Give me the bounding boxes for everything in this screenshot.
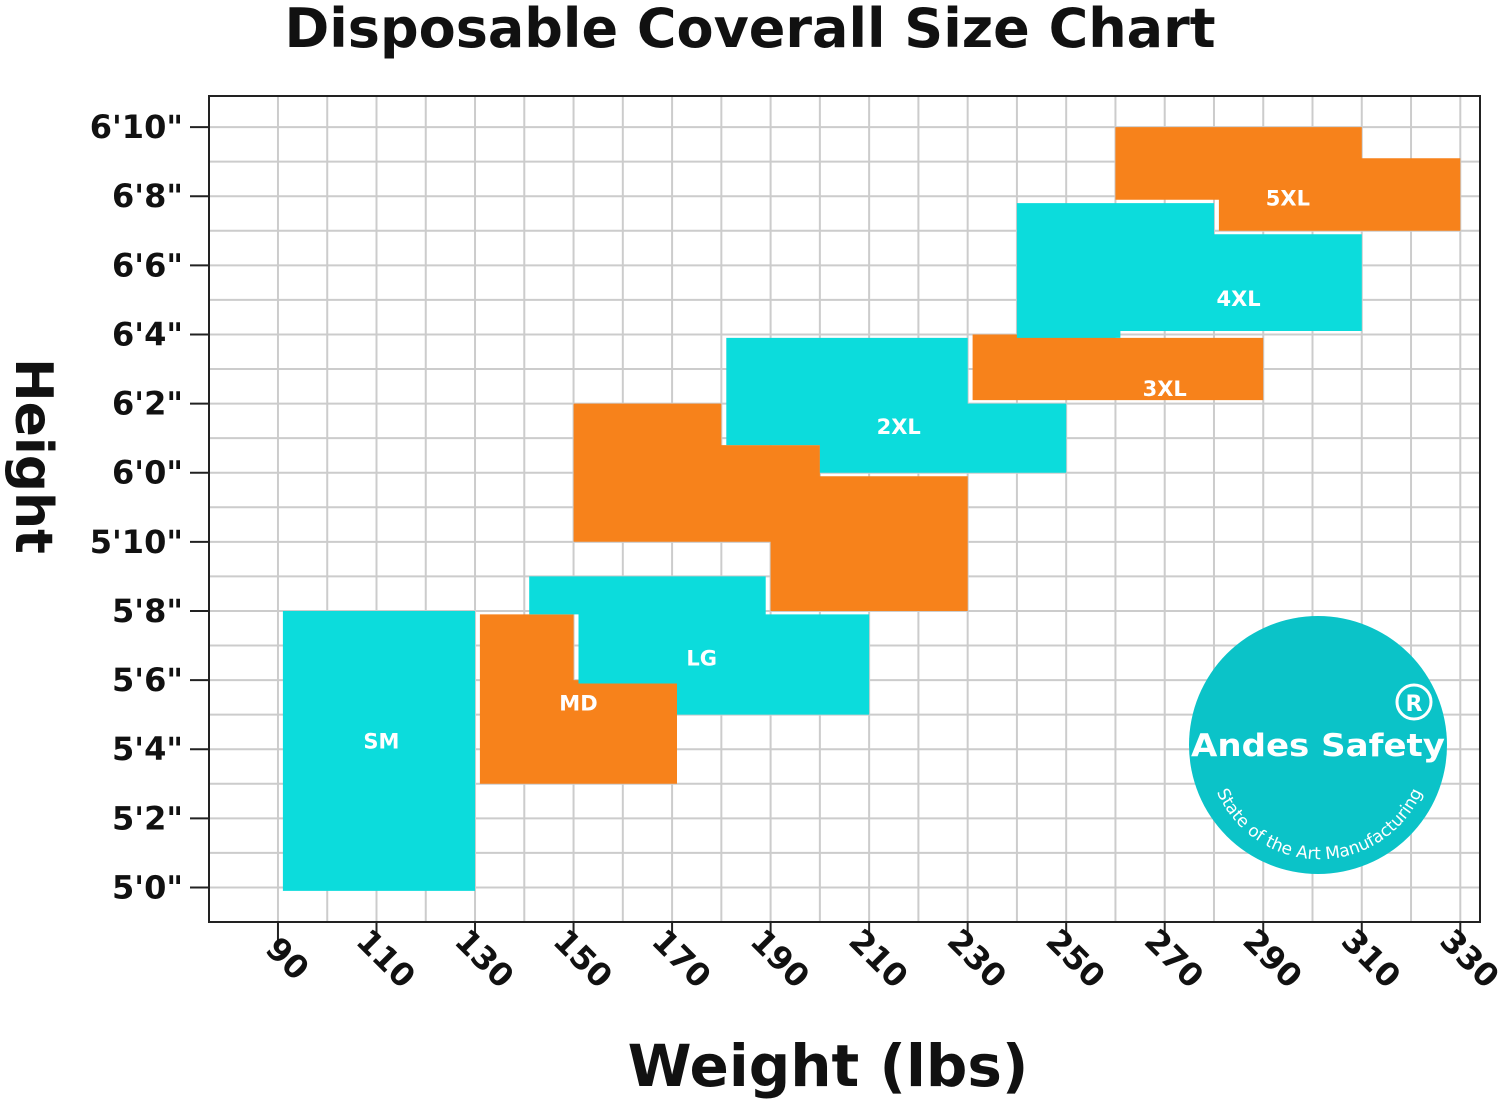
y-tick-label: 6'8" <box>112 177 183 215</box>
brand-logo: R Andes Safety State of the Art Manufact… <box>1189 616 1447 874</box>
y-tick-label: 6'2" <box>112 385 183 423</box>
x-tick-label: 170 <box>644 922 718 996</box>
size-region-shape <box>282 611 475 891</box>
registered-mark: R <box>1406 692 1423 717</box>
registered-mark-icon <box>1395 683 1433 721</box>
y-tick-label: 6'10" <box>90 108 183 146</box>
size-label: SM <box>363 729 399 753</box>
x-axis-label: Weight (lbs) <box>628 1032 1029 1100</box>
size-region-lg: LG <box>529 576 870 715</box>
size-region-shape <box>1016 203 1362 338</box>
x-tick-label: 150 <box>546 922 620 996</box>
x-tick-label: 110 <box>349 922 423 996</box>
y-tick-label: 5'4" <box>112 730 183 768</box>
size-region-shape <box>479 614 677 784</box>
y-tick-label: 5'2" <box>112 799 183 837</box>
x-tick-label: 230 <box>940 922 1014 996</box>
x-tick-label: 210 <box>841 922 915 996</box>
logo-badge <box>1189 616 1447 874</box>
x-tick-label: 290 <box>1236 922 1310 996</box>
x-tick-label: 250 <box>1039 922 1113 996</box>
y-tick-label: 5'8" <box>112 592 183 630</box>
size-region-shape <box>573 403 968 611</box>
size-label: LG <box>686 646 717 670</box>
size-region-sm: SM <box>282 611 475 891</box>
plot-frame <box>208 95 1481 923</box>
y-tick-label: 5'6" <box>112 661 183 699</box>
y-tick-label: 5'0" <box>112 868 183 906</box>
chart-title: Disposable Coverall Size Chart <box>284 0 1216 60</box>
size-region-shape <box>726 337 1067 473</box>
x-tick-label: 190 <box>743 922 817 996</box>
size-label: 3XL <box>1143 377 1187 401</box>
size-label: 2XL <box>877 415 921 439</box>
x-tick-label: 130 <box>447 922 521 996</box>
y-tick-label: 6'4" <box>112 315 183 353</box>
size-region-shape <box>529 576 870 715</box>
y-tick-label: 6'0" <box>112 454 183 492</box>
x-tick-label: 270 <box>1137 922 1211 996</box>
size-region-2xl: 2XL <box>726 337 1067 473</box>
x-tick-label: 330 <box>1433 922 1500 996</box>
size-region-md: MD <box>479 614 677 784</box>
y-tick-label: 5'10" <box>90 523 183 561</box>
size-region-shape <box>972 334 1264 401</box>
size-label: MD <box>559 691 597 715</box>
size-label: 5XL <box>1266 187 1310 211</box>
size-label: 4XL <box>1217 287 1261 311</box>
y-axis-label: Height <box>3 358 63 554</box>
x-tick-label: 310 <box>1334 922 1408 996</box>
size-region-shape <box>1115 127 1461 231</box>
size-region-3xl: 3XL <box>972 334 1264 401</box>
x-tick-label: 90 <box>258 929 316 987</box>
size-region-4xl: 4XL <box>1016 203 1362 338</box>
size-regions: SMMDLGXL2XL3XL4XL5XL <box>282 127 1461 891</box>
size-region-5xl: 5XL <box>1115 127 1461 231</box>
y-tick-label: 6'6" <box>112 246 183 284</box>
logo-name: Andes Safety <box>1191 728 1445 764</box>
